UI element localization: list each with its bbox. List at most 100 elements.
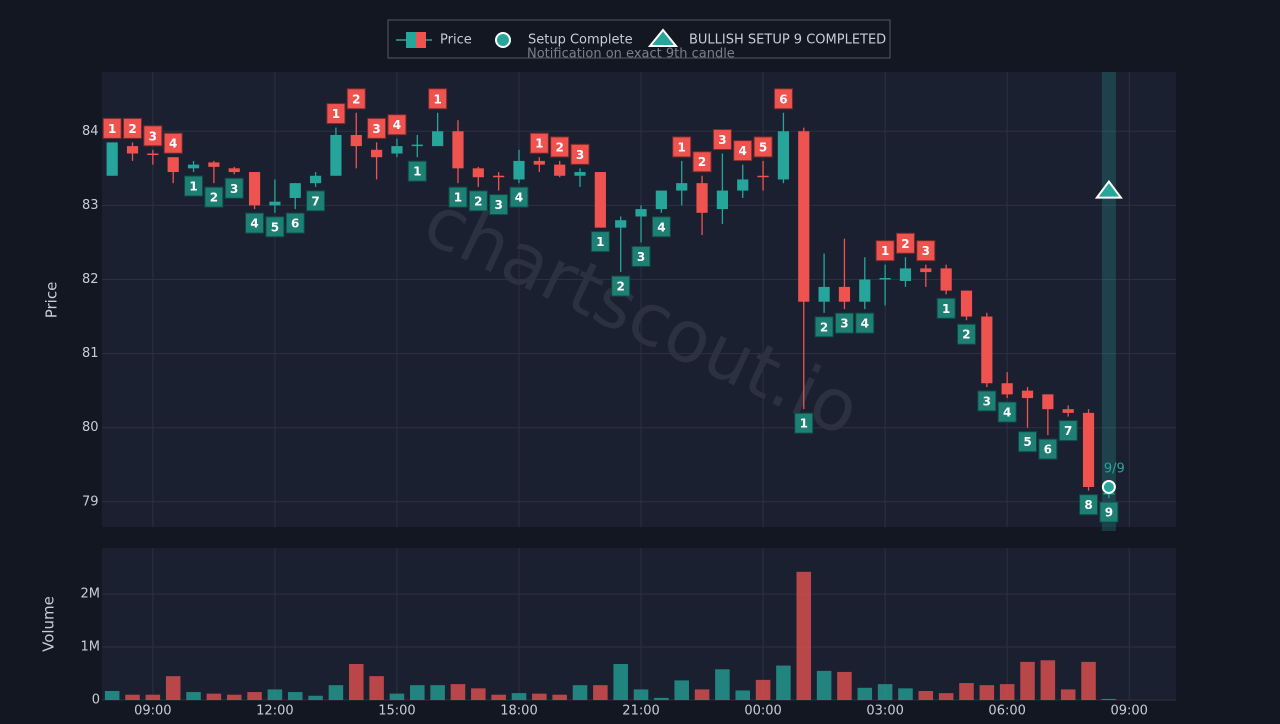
volume-bar (898, 688, 913, 700)
x-tick-label: 03:00 (866, 704, 903, 719)
buy-setup-label: 2 (210, 191, 218, 205)
y-tick-label: 81 (82, 346, 99, 361)
buy-setup-label: 3 (983, 394, 991, 408)
volume-bar (369, 676, 384, 700)
candle-body (899, 268, 912, 281)
candle-body (960, 290, 973, 317)
candle-body (513, 160, 525, 180)
buy-setup-box (184, 175, 204, 197)
candle-body (838, 286, 851, 302)
buy-setup-label: 2 (820, 320, 828, 334)
buy-setup-box (204, 186, 224, 208)
buy-setup-box (285, 212, 305, 234)
candle-body (248, 172, 261, 206)
buy-setup-label: 4 (1003, 406, 1011, 420)
x-tick-label: 21:00 (622, 704, 659, 719)
volume-bar (633, 689, 649, 700)
legend-note: Notification on exact 9th candle (527, 47, 735, 62)
sell-setup-box (428, 88, 448, 110)
sell-setup-box (102, 117, 122, 139)
candle-body (187, 164, 200, 169)
sell-setup-label: 1 (433, 92, 441, 106)
sell-setup-label: 1 (678, 140, 686, 154)
volume-bar (165, 676, 181, 700)
sell-setup-box (163, 132, 183, 154)
buy-setup-label: 2 (474, 194, 482, 208)
sell-setup-box (875, 240, 895, 262)
candle-body (757, 175, 769, 178)
buy-setup-label: 1 (942, 302, 950, 316)
buy-setup-label: 1 (454, 191, 462, 205)
x-tick-label: 18:00 (500, 704, 537, 719)
volume-bar (999, 684, 1015, 700)
volume-bar (328, 685, 344, 700)
candle-body (635, 209, 647, 217)
candle-body (330, 134, 342, 176)
x-tick-label: 09:00 (134, 704, 171, 719)
candle-body (859, 279, 871, 302)
candle-body (676, 183, 688, 191)
volume-bar (654, 697, 669, 700)
volume-bar (450, 684, 466, 700)
sell-setup-box (712, 129, 732, 151)
buy-setup-box (631, 245, 651, 267)
volume-bar (226, 694, 242, 700)
volume-bar (247, 692, 262, 700)
sell-setup-label: 3 (922, 244, 930, 258)
buy-setup-box (1018, 431, 1038, 453)
buy-setup-box (1038, 438, 1058, 460)
buy-setup-box (936, 297, 956, 319)
sell-setup-box (570, 143, 590, 165)
sell-setup-label: 4 (169, 137, 177, 151)
volume-bar (186, 692, 201, 700)
buy-setup-label: 7 (1064, 424, 1072, 438)
buy-setup-box (1079, 494, 1099, 516)
buy-setup-label: 2 (617, 280, 625, 294)
sell-setup-label: 3 (576, 148, 584, 162)
sell-setup-label: 2 (698, 155, 706, 169)
buy-setup-label: 5 (1023, 435, 1031, 449)
candle-body (920, 268, 932, 273)
buy-setup-box (265, 216, 285, 238)
sell-setup-label: 2 (901, 237, 909, 251)
volume-bar (796, 571, 812, 700)
volume-bar (918, 690, 934, 700)
sell-setup-box (529, 132, 549, 154)
volume-bar (552, 694, 567, 700)
plot: 09:00 12:00 15:00 18:00 21:00 00:00 03:00 06:00… (81, 72, 1176, 719)
volume-bar (308, 695, 323, 700)
buy-setup-label: 3 (637, 250, 645, 264)
buy-setup-box (306, 190, 326, 212)
sell-setup-box (387, 114, 407, 136)
candle-body (432, 131, 444, 147)
sell-setup-label: 4 (393, 118, 401, 132)
volume-bar (1101, 698, 1117, 700)
candle-body (818, 286, 830, 302)
buy-setup-label: 8 (1084, 498, 1092, 512)
volume-bar (938, 693, 954, 700)
legend-label: Price (440, 33, 472, 48)
candle-body (574, 172, 586, 176)
sell-setup-box (143, 125, 163, 147)
volume-tick-label: 2M (81, 587, 101, 602)
volume-bar (430, 685, 445, 700)
buy-setup-box (814, 316, 834, 338)
volume-bar (674, 680, 689, 700)
buy-setup-box (509, 186, 529, 208)
sell-setup-label: 2 (555, 140, 563, 154)
volume-bar (410, 685, 425, 700)
candle-body (411, 144, 423, 147)
buy-setup-box (245, 212, 265, 234)
volume-bar (348, 663, 364, 700)
candle-body (777, 131, 790, 180)
candle-body (1082, 412, 1095, 487)
buy-setup-label: 3 (840, 317, 848, 331)
volume-bar (471, 688, 486, 700)
volume-bar (857, 687, 873, 700)
buy-setup-label: 6 (291, 217, 299, 231)
candle-body (716, 190, 728, 210)
buy-setup-label: 4 (657, 220, 665, 234)
volume-bar (104, 690, 120, 700)
volume-bar (511, 693, 527, 700)
